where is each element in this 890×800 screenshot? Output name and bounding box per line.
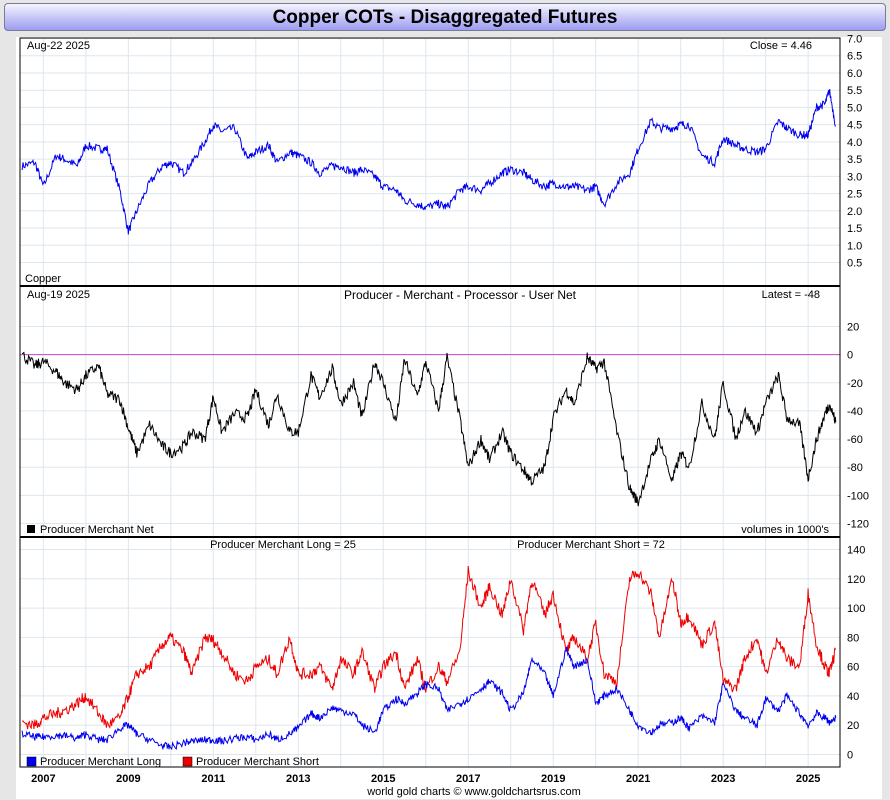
- y-tick-label: 7.0: [847, 34, 862, 46]
- y-tick-label: 120: [847, 574, 865, 586]
- net-legend-label: Producer Merchant Net: [40, 524, 154, 536]
- x-tick-label: 2013: [286, 773, 310, 785]
- x-tick-label: 2015: [371, 773, 395, 785]
- y-tick-label: 6.5: [847, 51, 862, 63]
- y-tick-label: 5.5: [847, 85, 862, 97]
- x-tick-label: 2025: [796, 773, 820, 785]
- price-date-label: Aug-22 2025: [27, 40, 90, 52]
- copper-label: Copper: [25, 273, 61, 285]
- producer-long-line: [21, 646, 837, 751]
- x-tick-label: 2019: [541, 773, 565, 785]
- y-tick-label: 20: [847, 720, 859, 732]
- x-tick-label: 2011: [201, 773, 225, 785]
- y-tick-label: 6.0: [847, 68, 862, 80]
- y-tick-label: -80: [847, 462, 863, 474]
- y-tick-label: 1.5: [847, 223, 862, 235]
- long-readout: Producer Merchant Long = 25: [210, 539, 356, 551]
- x-tick-label: 2009: [116, 773, 140, 785]
- y-tick-label: 0.5: [847, 258, 862, 270]
- chart-frame: [16, 37, 882, 799]
- y-tick-label: 4.0: [847, 137, 862, 149]
- y-tick-label: -60: [847, 434, 863, 446]
- y-tick-label: -100: [847, 490, 869, 502]
- x-tick-label: 2023: [711, 773, 735, 785]
- long-legend-label: Producer Merchant Long: [40, 756, 161, 768]
- title-bar: Copper COTs - Disaggregated Futures: [4, 3, 886, 31]
- copper-price-line: [21, 88, 836, 235]
- net-subtitle: Producer - Merchant - Processor - User N…: [344, 288, 577, 302]
- producer-net-line: [21, 351, 837, 507]
- x-tick-label: 2007: [31, 773, 55, 785]
- y-tick-label: 2.0: [847, 206, 862, 218]
- x-tick-label: 2017: [456, 773, 480, 785]
- y-tick-label: 20: [847, 322, 859, 334]
- long-legend-swatch: [26, 756, 37, 767]
- producer-short-line: [21, 565, 836, 730]
- net-legend-swatch: [27, 525, 35, 533]
- plot-border: [19, 37, 841, 768]
- y-tick-label: -20: [847, 378, 863, 390]
- y-tick-label: 60: [847, 662, 859, 674]
- y-tick-label: 1.0: [847, 240, 862, 252]
- footer-credit: world gold charts © www.goldchartsrus.co…: [366, 786, 581, 798]
- y-tick-label: -120: [847, 519, 869, 531]
- latest-readout: Latest = -48: [762, 289, 820, 301]
- y-tick-label: 4.5: [847, 120, 862, 132]
- y-tick-label: 80: [847, 632, 859, 644]
- y-tick-label: 140: [847, 545, 865, 557]
- y-tick-label: 40: [847, 691, 859, 703]
- y-tick-label: 2.5: [847, 189, 862, 201]
- y-tick-label: -40: [847, 406, 863, 418]
- short-legend-swatch: [182, 756, 193, 767]
- y-tick-label: 3.5: [847, 154, 862, 166]
- chart-title: Copper COTs - Disaggregated Futures: [272, 7, 618, 28]
- y-tick-label: 0: [847, 350, 853, 362]
- y-tick-label: 0: [847, 750, 853, 762]
- short-readout: Producer Merchant Short = 72: [517, 539, 665, 551]
- short-legend-label: Producer Merchant Short: [196, 756, 319, 768]
- net-date-label: Aug-19 2025: [27, 289, 90, 301]
- x-tick-label: 2021: [626, 773, 650, 785]
- units-note: volumes in 1000's: [741, 524, 829, 536]
- close-readout: Close = 4.46: [750, 40, 812, 52]
- y-tick-label: 3.0: [847, 171, 862, 183]
- y-tick-label: 100: [847, 603, 865, 615]
- y-tick-label: 5.0: [847, 102, 862, 114]
